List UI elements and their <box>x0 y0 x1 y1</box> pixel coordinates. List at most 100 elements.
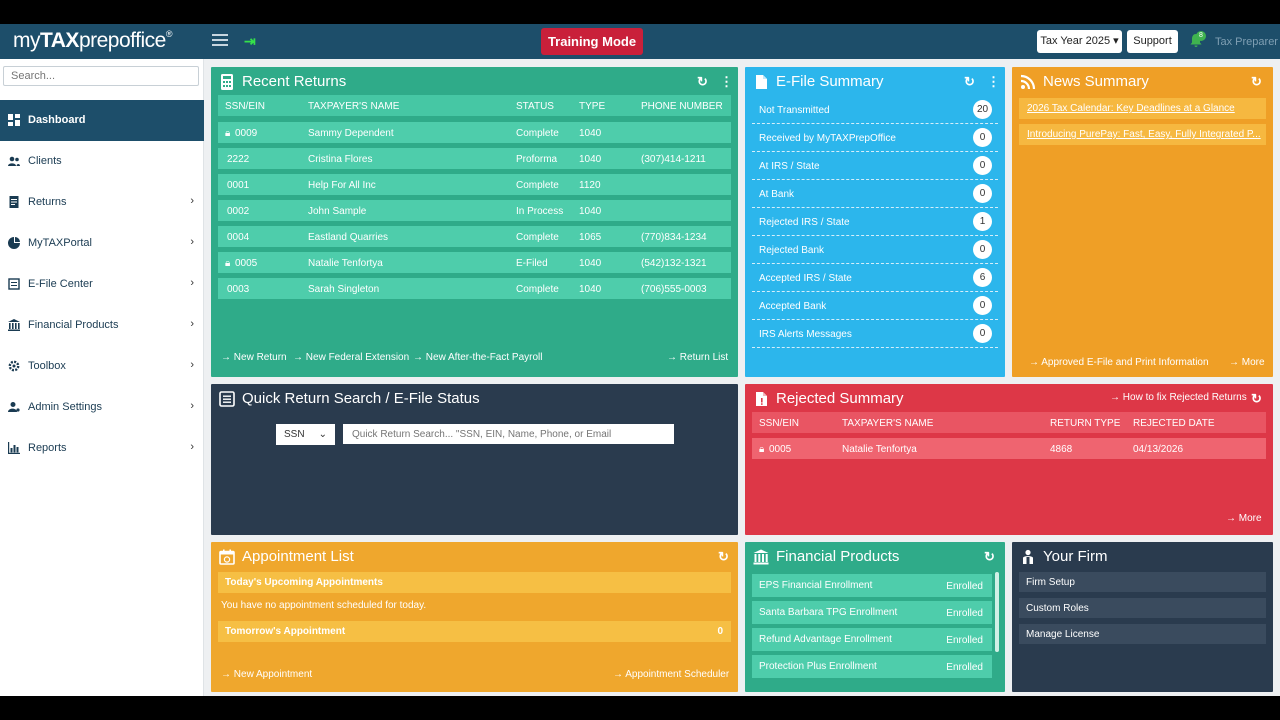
link-label: New Appointment <box>233 669 313 680</box>
table-row[interactable]: 0001 Help For All Inc Complete 1120 <box>218 174 731 195</box>
cell-phone: (542)132-1321 <box>641 258 707 269</box>
efile-row-accepted-bank[interactable]: Accepted Bank 0 <box>752 292 998 320</box>
efile-row-not-transmitted[interactable]: Not Transmitted 20 <box>752 96 998 124</box>
panel-title: Appointment List <box>242 548 354 565</box>
sidebar-item-efile-center[interactable]: E-File Center › <box>0 264 204 305</box>
refresh-icon[interactable]: ↻ <box>697 74 708 89</box>
news-item[interactable]: 2026 Tax Calendar: Key Deadlines at a Gl… <box>1019 98 1266 119</box>
sidebar-item-reports[interactable]: Reports › <box>0 428 204 469</box>
portal-icon <box>8 237 20 249</box>
enrollment-status: Enrolled <box>946 635 983 646</box>
refresh-icon[interactable]: ↻ <box>1251 74 1262 89</box>
cell-status: Proforma <box>516 154 558 165</box>
cell-type: 1040 <box>579 154 602 165</box>
panel-title: Rejected Summary <box>776 390 904 407</box>
table-row[interactable]: 0002 John Sample In Process 1040 <box>218 200 731 221</box>
menu-toggle-icon[interactable] <box>212 34 228 48</box>
sidebar-item-returns[interactable]: Returns › <box>0 182 204 223</box>
return-list-link[interactable]: → Return List <box>667 352 729 363</box>
table-row[interactable]: 🔒︎ 0009 Sammy Dependent Complete 1040 <box>218 122 731 143</box>
sidebar-item-toolbox[interactable]: Toolbox › <box>0 346 204 387</box>
efile-row-rejected-bank[interactable]: Rejected Bank 0 <box>752 236 998 264</box>
table-row[interactable]: 🔒︎ 0005 Natalie Tenfortya E-Filed 1040 (… <box>218 252 731 273</box>
efile-row-received[interactable]: Received by MyTAXPrepOffice 0 <box>752 124 998 152</box>
sidebar-item-label: E-File Center <box>28 278 93 290</box>
training-mode-button[interactable]: Training Mode <box>541 28 643 55</box>
quick-search-input[interactable] <box>343 424 674 444</box>
cell-type: 4868 <box>1050 444 1073 455</box>
pin-icon[interactable]: ⇥ <box>244 33 256 49</box>
bar-label: Today's Upcoming Appointments <box>225 577 383 588</box>
gear-icon <box>8 360 20 372</box>
table-row[interactable]: 2222 Cristina Flores Proforma 1040 (307)… <box>218 148 731 169</box>
sidebar-item-dashboard[interactable]: Dashboard <box>0 100 204 141</box>
panel-title: Recent Returns <box>242 73 347 90</box>
row-label: Not Transmitted <box>759 105 830 116</box>
cell-type: 1040 <box>579 284 602 295</box>
table-header: SSN/EIN TAXPAYER'S NAME RETURN TYPE REJE… <box>752 412 1266 433</box>
appointment-scheduler-link[interactable]: → Appointment Scheduler <box>613 669 730 680</box>
lock-icon: 🔒︎ <box>225 258 231 269</box>
scrollbar[interactable] <box>995 572 999 652</box>
manage-license-link[interactable]: Manage License <box>1019 624 1266 644</box>
table-row[interactable]: 0004 Eastland Quarries Complete 1065 (77… <box>218 226 731 247</box>
financial-product-row[interactable]: Protection Plus Enrollment Enrolled <box>752 655 992 678</box>
financial-product-row[interactable]: EPS Financial Enrollment Enrolled <box>752 574 992 597</box>
efile-row-at-irs[interactable]: At IRS / State 0 <box>752 152 998 180</box>
efile-row-accepted-irs[interactable]: Accepted IRS / State 6 <box>752 264 998 292</box>
user-gear-icon <box>8 402 20 412</box>
calendar-icon <box>219 549 235 565</box>
link-label: New After-the-Fact Payroll <box>425 352 543 363</box>
efile-row-irs-alerts[interactable]: IRS Alerts Messages 0 <box>752 320 998 348</box>
more-rejected-link[interactable]: → More <box>1226 513 1262 524</box>
table-row[interactable]: 🔒︎ 0005 Natalie Tenfortya 4868 04/13/202… <box>752 438 1266 459</box>
new-return-link[interactable]: → New Return <box>221 352 287 363</box>
custom-roles-link[interactable]: Custom Roles <box>1019 598 1266 618</box>
row-label: Accepted Bank <box>759 301 827 312</box>
chevron-right-icon: › <box>190 318 194 330</box>
sidebar-item-admin-settings[interactable]: Admin Settings › <box>0 387 204 428</box>
user-menu[interactable]: Tax Preparer ▾ <box>1215 36 1280 48</box>
sidebar-search-input[interactable] <box>3 66 199 86</box>
sidebar-item-clients[interactable]: Clients <box>0 141 204 182</box>
financial-product-row[interactable]: Santa Barbara TPG Enrollment Enrolled <box>752 601 992 624</box>
new-after-the-fact-payroll-link[interactable]: → New After-the-Fact Payroll <box>413 352 543 363</box>
how-to-fix-rejected-link[interactable]: → How to fix Rejected Returns <box>1110 392 1247 403</box>
row-label: Refund Advantage Enrollment <box>759 634 892 645</box>
link-label: New Federal Extension <box>305 352 410 363</box>
sidebar-item-label: Dashboard <box>28 114 86 126</box>
sidebar-item-financial-products[interactable]: Financial Products › <box>0 305 204 346</box>
new-appointment-link[interactable]: → New Appointment <box>221 669 313 680</box>
enrollment-status: Enrolled <box>946 581 983 592</box>
sidebar-item-mytaxportal[interactable]: MyTAXPortal › <box>0 223 204 264</box>
tomorrow-appointments-bar[interactable]: Tomorrow's Appointment 0 <box>218 621 731 642</box>
logo[interactable]: myTAXprepoffice® <box>13 29 172 52</box>
news-item[interactable]: Introducing PurePay: Fast, Easy, Fully I… <box>1019 124 1266 145</box>
efile-row-at-bank[interactable]: At Bank 0 <box>752 180 998 208</box>
financial-product-row[interactable]: Refund Advantage Enrollment Enrolled <box>752 628 992 651</box>
more-news-link[interactable]: → More <box>1229 357 1265 368</box>
people-icon <box>1023 549 1033 564</box>
tax-year-dropdown[interactable]: Tax Year 2025 ▾ <box>1037 30 1122 53</box>
new-federal-extension-link[interactable]: → New Federal Extension <box>293 352 410 363</box>
support-button[interactable]: Support <box>1127 30 1178 53</box>
chevron-right-icon: › <box>190 236 194 248</box>
cell-ssn: 0009 <box>235 128 258 139</box>
more-options-icon[interactable]: ⋮ <box>987 74 1000 89</box>
bank-icon <box>8 319 20 331</box>
table-row[interactable]: 0003 Sarah Singleton Complete 1040 (706)… <box>218 278 731 299</box>
approved-efile-link[interactable]: → Approved E-File and Print Information <box>1029 357 1209 368</box>
cell-status: E-Filed <box>516 258 548 269</box>
refresh-icon[interactable]: ↻ <box>984 549 995 564</box>
more-options-icon[interactable]: ⋮ <box>720 74 733 89</box>
sidebar-item-label: Admin Settings <box>28 401 102 413</box>
sidebar-item-label: Clients <box>28 155 62 167</box>
search-type-select[interactable]: SSN ⌄ <box>276 424 335 445</box>
refresh-icon[interactable]: ↻ <box>964 74 975 89</box>
cell-name: Natalie Tenfortya <box>842 444 917 455</box>
efile-row-rejected-irs[interactable]: Rejected IRS / State 1 <box>752 208 998 236</box>
refresh-icon[interactable]: ↻ <box>718 549 729 564</box>
firm-setup-link[interactable]: Firm Setup <box>1019 572 1266 592</box>
link-label: More <box>1241 357 1265 368</box>
refresh-icon[interactable]: ↻ <box>1251 391 1262 406</box>
